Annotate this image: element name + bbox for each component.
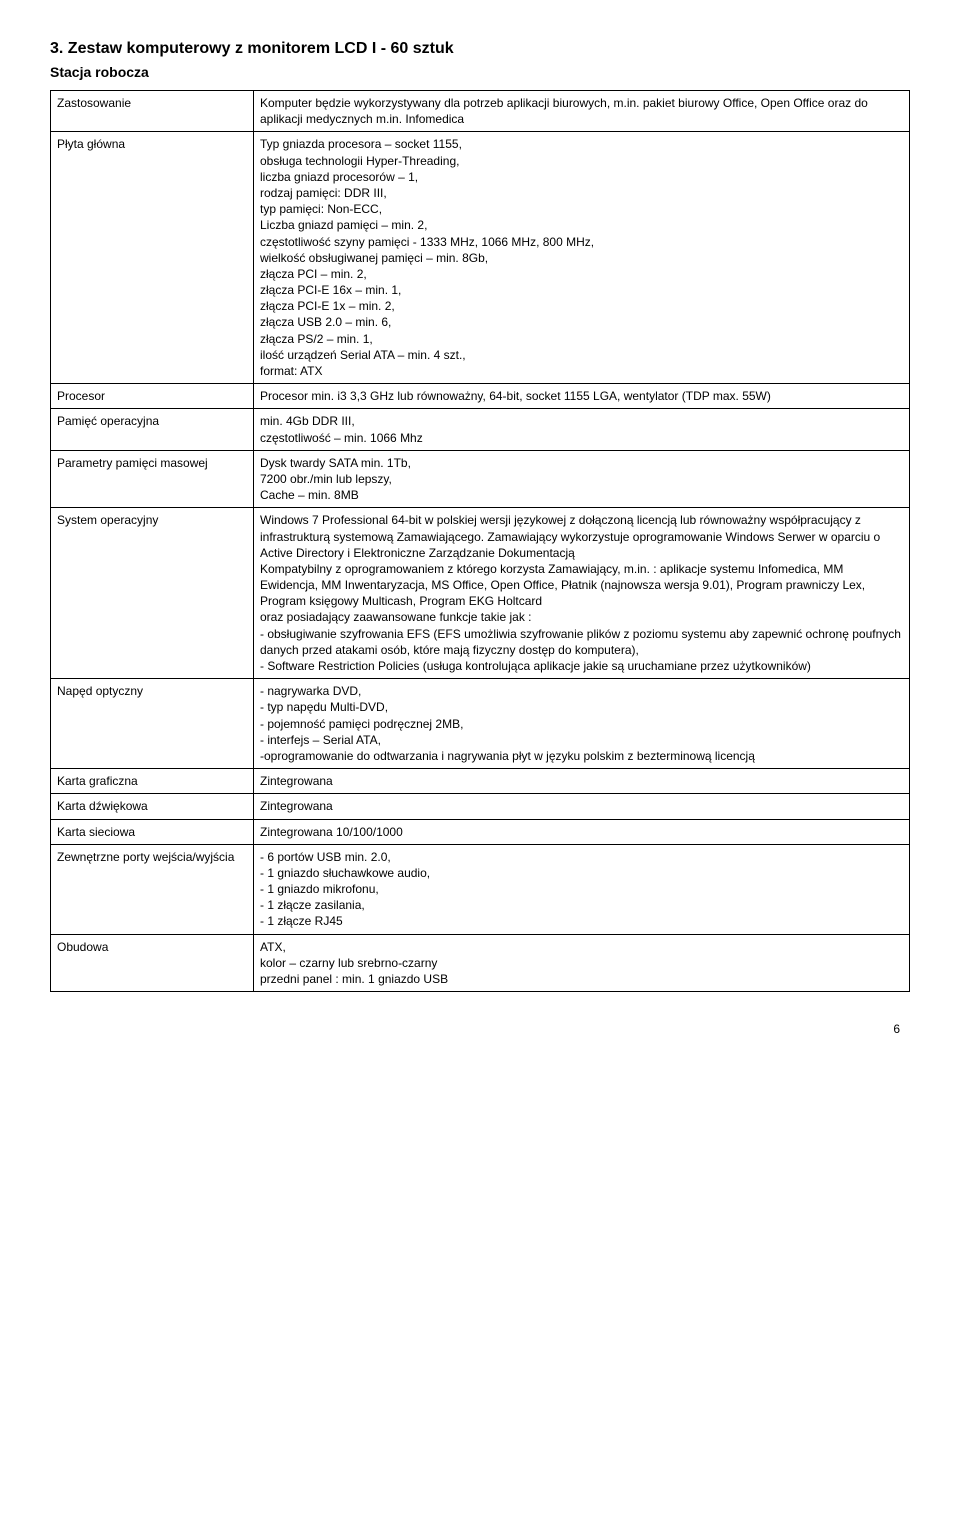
row-label: Karta dźwiękowa — [51, 794, 254, 819]
spec-table: ZastosowanieKomputer będzie wykorzystywa… — [50, 90, 910, 992]
row-label: Pamięć operacyjna — [51, 409, 254, 450]
row-label: Napęd optyczny — [51, 679, 254, 769]
row-label: Zewnętrzne porty wejścia/wyjścia — [51, 844, 254, 934]
row-value: Typ gniazda procesora – socket 1155,obsł… — [254, 132, 910, 384]
row-value: Zintegrowana — [254, 794, 910, 819]
table-row: Płyta głównaTyp gniazda procesora – sock… — [51, 132, 910, 384]
row-label: Zastosowanie — [51, 91, 254, 132]
row-value: - nagrywarka DVD,- typ napędu Multi-DVD,… — [254, 679, 910, 769]
table-row: Karta graficznaZintegrowana — [51, 769, 910, 794]
row-label: System operacyjny — [51, 508, 254, 679]
table-row: Napęd optyczny- nagrywarka DVD,- typ nap… — [51, 679, 910, 769]
table-row: ZastosowanieKomputer będzie wykorzystywa… — [51, 91, 910, 132]
row-label: Parametry pamięci masowej — [51, 450, 254, 508]
row-value: - 6 portów USB min. 2.0,- 1 gniazdo słuc… — [254, 844, 910, 934]
row-value: Zintegrowana 10/100/1000 — [254, 819, 910, 844]
table-row: Zewnętrzne porty wejścia/wyjścia- 6 port… — [51, 844, 910, 934]
row-value: Windows 7 Professional 64-bit w polskiej… — [254, 508, 910, 679]
table-row: ObudowaATX,kolor – czarny lub srebrno-cz… — [51, 934, 910, 992]
table-row: System operacyjnyWindows 7 Professional … — [51, 508, 910, 679]
row-value: Komputer będzie wykorzystywany dla potrz… — [254, 91, 910, 132]
row-value: min. 4Gb DDR III,częstotliwość – min. 10… — [254, 409, 910, 450]
doc-subtitle: Stacja robocza — [50, 64, 910, 80]
row-label: Karta graficzna — [51, 769, 254, 794]
table-row: Pamięć operacyjnamin. 4Gb DDR III,często… — [51, 409, 910, 450]
row-label: Płyta główna — [51, 132, 254, 384]
table-row: Karta sieciowaZintegrowana 10/100/1000 — [51, 819, 910, 844]
row-label: Obudowa — [51, 934, 254, 992]
row-value: Procesor min. i3 3,3 GHz lub równoważny,… — [254, 384, 910, 409]
row-label: Procesor — [51, 384, 254, 409]
doc-title: 3. Zestaw komputerowy z monitorem LCD I … — [50, 40, 910, 58]
table-row: Karta dźwiękowaZintegrowana — [51, 794, 910, 819]
table-row: Parametry pamięci masowejDysk twardy SAT… — [51, 450, 910, 508]
row-value: Dysk twardy SATA min. 1Tb,7200 obr./min … — [254, 450, 910, 508]
row-value: ATX,kolor – czarny lub srebrno-czarnyprz… — [254, 934, 910, 992]
row-value: Zintegrowana — [254, 769, 910, 794]
page-number: 6 — [50, 1022, 910, 1036]
table-row: ProcesorProcesor min. i3 3,3 GHz lub rów… — [51, 384, 910, 409]
row-label: Karta sieciowa — [51, 819, 254, 844]
